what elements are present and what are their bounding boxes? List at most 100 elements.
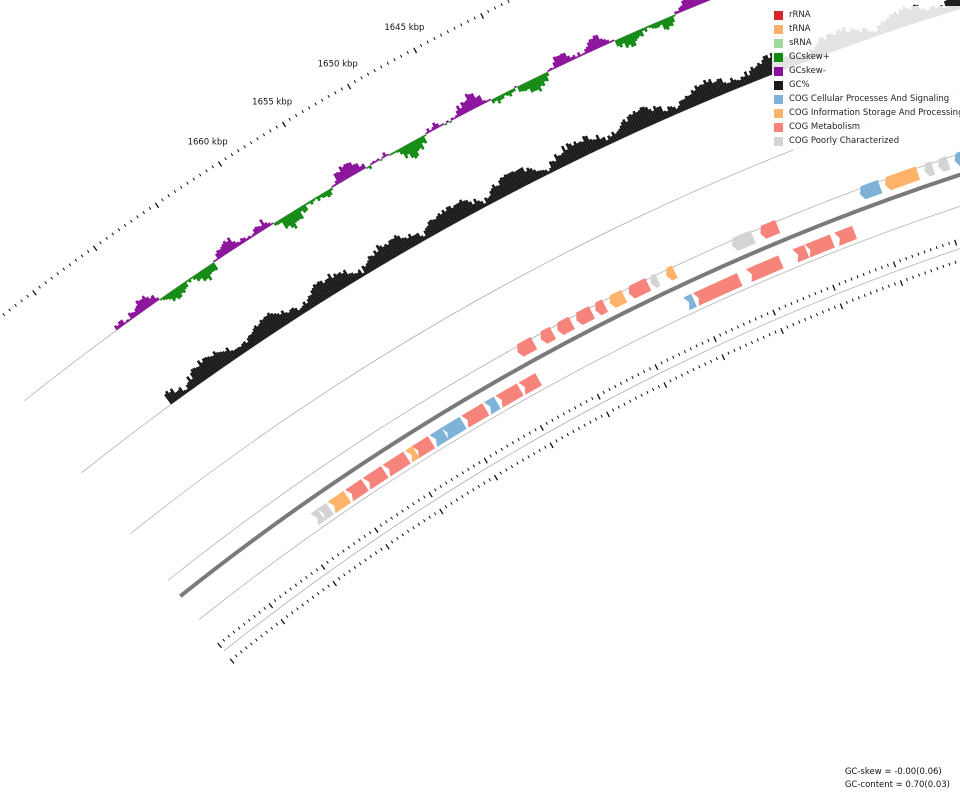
legend-label: COG Cellular Processes And Signaling: [789, 94, 950, 104]
gc-content-bar: [565, 149, 574, 163]
gc-content-bar: [628, 114, 639, 133]
gc-skew-positive-bar: [205, 266, 212, 276]
inner-kbp-tick: [478, 461, 481, 465]
legend-item: GCskew-: [774, 64, 960, 78]
kbp-tick: [2, 313, 6, 317]
gc-skew-positive-bar: [500, 93, 505, 100]
gc-content-bar: [619, 125, 627, 138]
gene-feature: [938, 156, 951, 172]
gc-content-bar: [536, 170, 542, 179]
gc-skew-positive-bar: [416, 138, 425, 150]
inner-kbp-tick: [832, 284, 836, 291]
inner-kbp-tick: [566, 433, 569, 437]
inner-kbp-tick: [510, 464, 514, 469]
gc-skew-positive-bar: [284, 215, 295, 229]
ring-lines: [24, 0, 960, 652]
inner-kbp-tick: [733, 348, 736, 353]
gc-content-bar: [190, 368, 202, 384]
inner-kbp-tick: [494, 451, 498, 455]
legend-swatch: [774, 10, 783, 20]
gc-skew-positive-bar: [521, 83, 528, 92]
gc-content-bar: [490, 187, 499, 201]
gc-content-bar: [284, 311, 293, 323]
kbp-tick: [406, 51, 409, 55]
gc-skew-negative-bar: [697, 0, 702, 5]
gc-skew-negative-bar: [259, 225, 265, 231]
gc-content-bar: [591, 139, 600, 151]
gc-skew-positive-bar: [273, 222, 278, 226]
gc-content-bar: [736, 79, 742, 88]
inner-kbp-tick: [528, 431, 531, 435]
kbp-tick: [211, 165, 215, 169]
gc-content-bar: [250, 333, 259, 345]
inner-kbp-tick: [516, 461, 519, 465]
gc-skew-positive-bar: [617, 38, 624, 48]
gc-skew-negative-bar: [576, 51, 582, 58]
gene-feature: [666, 265, 678, 281]
inner-kbp-tick: [856, 275, 859, 279]
inner-kbp-tick: [534, 428, 537, 432]
gc-skew-negative-bar: [602, 38, 608, 46]
inner-kbp-tick: [666, 358, 669, 362]
gc-content-bar: [251, 331, 261, 344]
gene-feature: [362, 465, 389, 490]
inner-kbp-tick: [625, 378, 628, 382]
gc-content-bar: [503, 174, 515, 193]
kbp-tick: [198, 173, 202, 177]
gc-content-bar: [594, 138, 602, 150]
gc-skew-negative-bar: [455, 105, 464, 116]
gc-skew-negative-bar: [470, 92, 480, 108]
inner-kbp-tick: [954, 239, 958, 246]
gc-skew-negative-bar: [361, 163, 367, 170]
gc-content-bar: [215, 351, 228, 367]
kbp-tick: [473, 16, 476, 20]
gc-content-bar: [515, 169, 527, 187]
inner-kbp-tick: [623, 402, 626, 406]
inner-kbp-tick: [845, 300, 848, 305]
inner-kbp-tick: [911, 254, 914, 258]
inner-kbp-tick: [804, 317, 807, 322]
inner-kbp-tick: [750, 340, 754, 345]
gc-skew-positive-bar: [638, 29, 645, 37]
legend-item: COG Metabolism: [774, 120, 960, 134]
gc-skew-negative-bar: [552, 61, 558, 69]
gc-content-bar: [420, 235, 426, 242]
gc-skew-positive-bar: [626, 34, 635, 48]
gc-content-bar: [310, 289, 321, 305]
inner-kbp-tick: [273, 599, 277, 603]
inner-kbp-tick: [439, 484, 442, 488]
inner-kbp-tick: [289, 587, 293, 591]
gc-content-bar: [186, 375, 196, 389]
legend-swatch: [774, 122, 783, 132]
inner-kbp-tick: [850, 277, 853, 281]
gc-content-bar: [524, 170, 533, 184]
kbp-tick: [20, 299, 23, 303]
gc-skew-negative-bar: [557, 54, 565, 66]
gc-content-bar: [201, 357, 215, 375]
gc-content-bar: [183, 389, 188, 395]
inner-kbp-tick: [556, 415, 560, 419]
gc-content-bar: [747, 74, 754, 83]
inner-kbp-tick: [499, 471, 503, 475]
gene-feature: [310, 508, 326, 526]
gc-skew-positive-bar: [280, 218, 289, 229]
gc-skew-positive-bar: [302, 204, 309, 212]
gc-content-bar: [206, 356, 219, 372]
gc-content-bar: [510, 170, 522, 189]
gc-skew-negative-bar: [680, 0, 688, 11]
inner-kbp-tick: [445, 481, 448, 485]
gc-skew-positive-bar: [667, 16, 674, 27]
inner-kbp-tick: [358, 562, 362, 566]
gc-content-bar: [641, 106, 653, 126]
gc-content-bar: [361, 265, 369, 275]
kbp-tick: [99, 241, 102, 245]
inner-kbp-tick: [802, 296, 805, 301]
gc-content-bar: [684, 95, 692, 109]
gc-skew-positive-bar: [185, 280, 189, 283]
gc-content-bar: [336, 273, 347, 288]
inner-kbp-tick: [353, 565, 357, 569]
gc-skew-positive-bar: [646, 25, 650, 29]
gc-skew-negative-bar: [450, 117, 454, 121]
inner-kbp-tick: [306, 599, 310, 603]
inner-kbp-tick: [229, 658, 235, 664]
